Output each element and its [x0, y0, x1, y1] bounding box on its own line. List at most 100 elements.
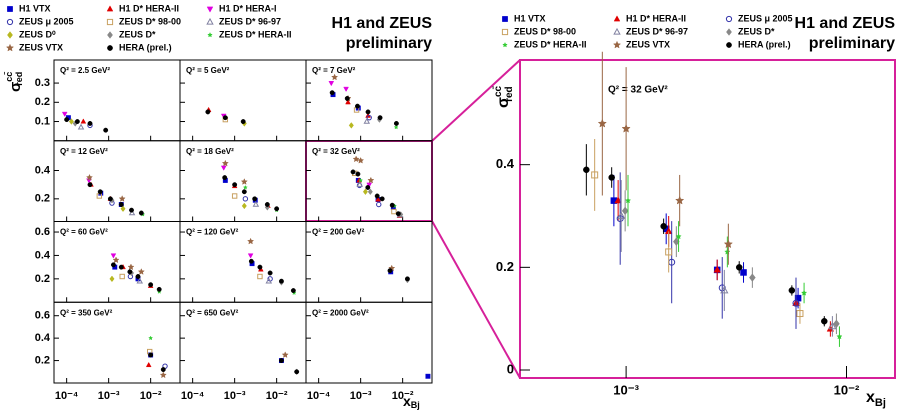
data-point [788, 287, 796, 294]
zoom-connector [431, 59, 521, 142]
data-point [374, 193, 380, 199]
data-point [267, 270, 273, 276]
data-point [749, 273, 756, 282]
y-tick-label: 0.4 [496, 156, 515, 171]
legend-entry: ZEUS D* [119, 29, 156, 39]
data-point [821, 317, 828, 325]
legend-entry: ZEUS D* HERA-II [514, 39, 587, 49]
data-point [148, 335, 154, 341]
legend-marker [613, 27, 621, 35]
data-point [376, 201, 382, 208]
data-point [97, 189, 103, 195]
data-point [395, 211, 401, 217]
data-point [363, 117, 371, 124]
data-point [247, 237, 255, 245]
data-point [393, 124, 399, 130]
data-point [379, 196, 385, 202]
data-point [294, 369, 300, 375]
data-point [675, 233, 682, 240]
data-point [240, 119, 246, 124]
data-point [366, 114, 372, 121]
legend-entry: ZEUS D* 96-97 [219, 16, 281, 26]
panel-label: Q² = 5 GeV² [186, 66, 230, 75]
data-point [343, 86, 349, 92]
data-point [350, 169, 356, 175]
x-label-sub: Bj [411, 400, 420, 410]
legend-marker [612, 40, 622, 49]
data-point [103, 127, 109, 133]
data-point [365, 185, 371, 190]
data-point [591, 171, 599, 179]
data-point [357, 156, 365, 164]
x-tick-label: 10⁻³ [98, 390, 120, 402]
y-tick-label: 0.6 [35, 310, 50, 322]
data-point [257, 273, 263, 280]
legend-marker [206, 6, 214, 13]
data-point [290, 288, 296, 293]
data-point [205, 109, 211, 115]
legend-marker [6, 18, 14, 26]
data-point [127, 269, 133, 275]
data-point [675, 195, 685, 205]
data-point [833, 319, 840, 329]
data-point [220, 165, 227, 171]
zoom-frame [519, 59, 896, 379]
legend-entry: HERA (prel.) [119, 42, 172, 52]
data-point [128, 209, 136, 216]
legend-entry: H1 VTX [514, 13, 546, 23]
y-tick-label: 0.2 [35, 354, 50, 366]
data-point [136, 277, 144, 284]
panel-label: Q² = 32 GeV² [312, 147, 360, 156]
legend-entry: ZEUS μ 2005 [738, 13, 793, 23]
data-point [660, 223, 667, 230]
legend-marker [106, 5, 114, 12]
legend-entry: ZEUS D* 98-00 [119, 16, 181, 26]
panel-label: Q² = 350 GeV² [60, 308, 113, 317]
data-point [110, 253, 117, 259]
panel-label: Q² = 200 GeV² [312, 228, 365, 237]
data-point [362, 188, 368, 196]
x-tick-label: 10⁻² [834, 382, 860, 397]
x-tick-label: 10⁻³ [350, 390, 372, 402]
data-point [221, 159, 229, 167]
data-point [724, 248, 731, 255]
chart-title: H1 and ZEUS [795, 15, 896, 32]
data-point [118, 264, 124, 270]
data-point [617, 211, 626, 219]
data-point [723, 239, 733, 249]
y-tick-label: 0.4 [35, 164, 51, 176]
data-point [240, 178, 248, 185]
y-tick-label: 0.4 [35, 332, 51, 344]
data-point [828, 321, 837, 330]
data-point [156, 286, 162, 292]
data-point [138, 210, 144, 216]
x-label-main: x [403, 393, 411, 409]
data-point [148, 282, 154, 288]
chart-subtitle: preliminary [809, 35, 895, 52]
legend-marker [207, 32, 213, 38]
x-axis-label: xBj [866, 389, 886, 409]
data-point [665, 248, 673, 256]
legend-marker [107, 45, 113, 51]
panel-label: Q² = 12 GeV² [60, 147, 108, 156]
data-point [278, 278, 284, 284]
y-label-main: σ [495, 97, 512, 108]
data-point [377, 115, 383, 121]
data-point [87, 182, 93, 188]
panel-label: Q² = 650 GeV² [186, 308, 239, 317]
data-point [247, 253, 254, 259]
data-point [252, 200, 260, 207]
legend-marker [107, 31, 113, 39]
data-point [248, 258, 254, 264]
data-point [348, 122, 354, 129]
data-point [621, 206, 629, 216]
legend-marker [726, 28, 732, 36]
data-point [393, 120, 399, 126]
panel-label: Q² = 7 GeV² [312, 66, 356, 75]
data-point [265, 277, 273, 284]
data-point [404, 276, 410, 282]
data-point [624, 197, 632, 204]
data-point [367, 176, 375, 184]
y-tick-label: 0.2 [35, 193, 50, 205]
data-point [68, 118, 74, 125]
